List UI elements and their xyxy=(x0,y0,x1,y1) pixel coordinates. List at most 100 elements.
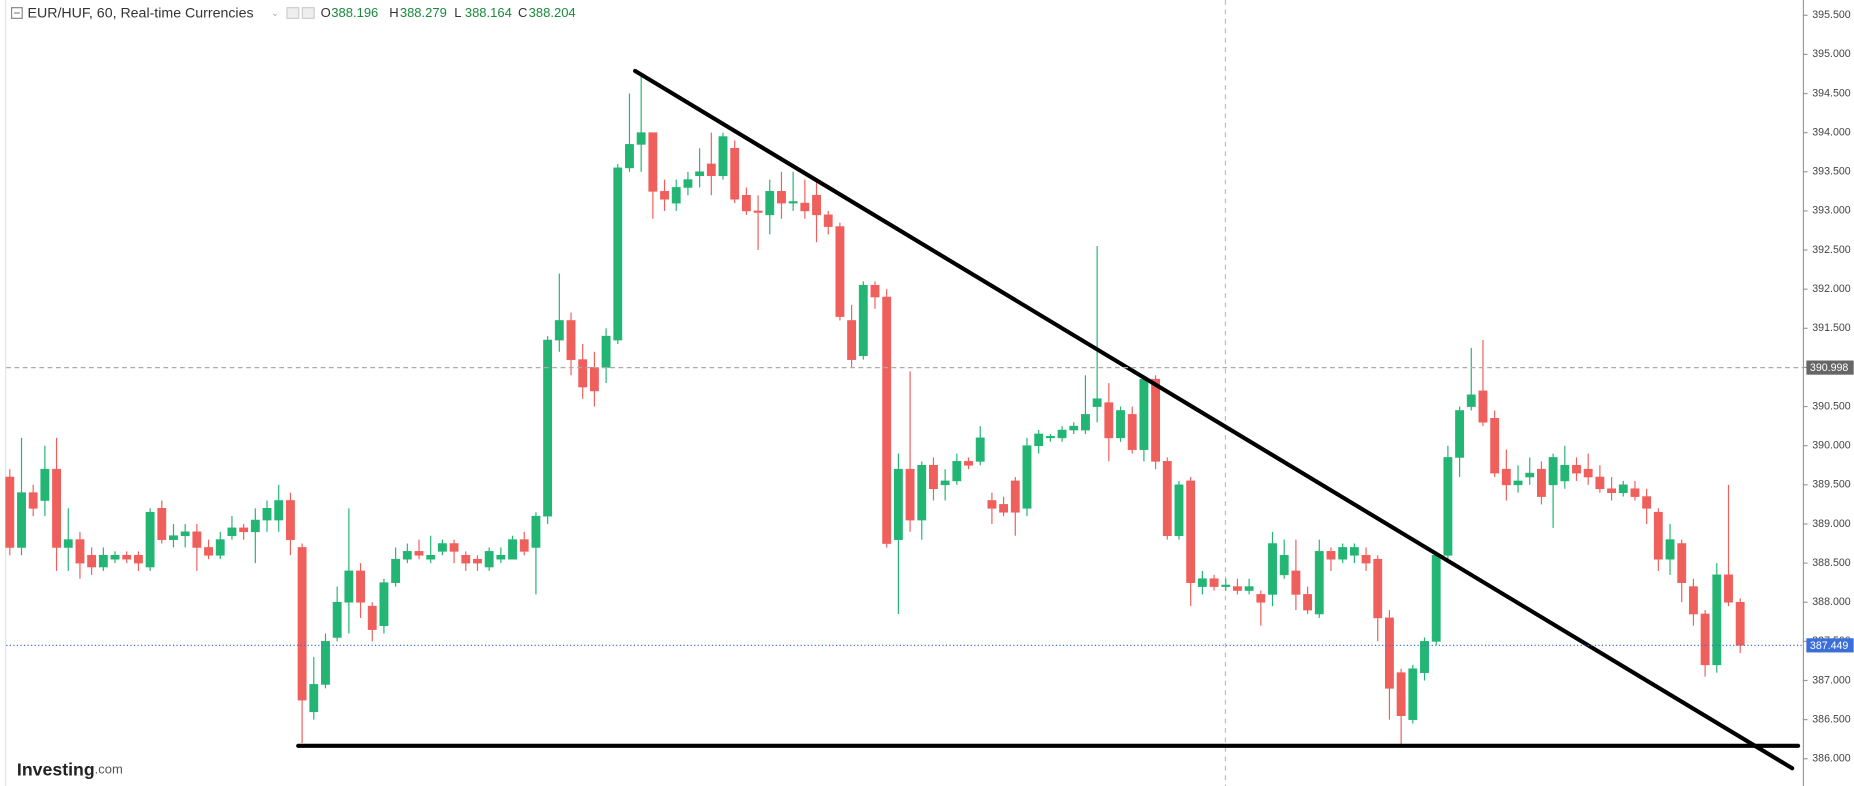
candle-body xyxy=(145,511,155,568)
candle-body xyxy=(625,144,634,169)
candle-body xyxy=(1197,578,1207,587)
candle-body xyxy=(87,554,97,568)
candle-body xyxy=(1326,551,1336,560)
candle-body xyxy=(695,171,705,176)
candle-body xyxy=(262,508,272,521)
price-label-box xyxy=(1806,360,1854,375)
candle-body xyxy=(285,500,295,540)
settings-icon[interactable] xyxy=(286,7,300,19)
ohlc-value: 388.196 xyxy=(331,5,378,20)
trend-line xyxy=(632,68,1795,771)
y-tick-label: 389.000 xyxy=(1812,518,1850,530)
candle-body xyxy=(1104,402,1114,439)
candle-body xyxy=(1595,476,1605,490)
candle-body xyxy=(1653,511,1663,560)
ohlc-value: 388.279 xyxy=(400,5,447,20)
candle-body xyxy=(940,480,950,486)
candle-body xyxy=(531,515,541,548)
y-tick-label: 394.500 xyxy=(1812,87,1850,99)
price-label-box xyxy=(1806,638,1854,653)
candle-body xyxy=(788,201,798,204)
candle-body xyxy=(344,570,354,603)
candle-body xyxy=(1209,578,1219,587)
candle-body xyxy=(566,320,576,360)
candle-body xyxy=(1349,547,1359,556)
candle-body xyxy=(250,519,260,533)
candle-body xyxy=(40,468,50,501)
candle-body xyxy=(1186,480,1196,583)
candle-body xyxy=(671,187,681,204)
candle-body xyxy=(905,468,915,521)
header: EUR/HUF, 60, Real-time Currencies ⌄ O 388… xyxy=(10,5,576,21)
candle-body xyxy=(964,461,973,466)
candle-body xyxy=(461,554,471,564)
close-icon[interactable] xyxy=(301,7,315,19)
candle-body xyxy=(589,367,599,392)
candle-body xyxy=(1466,394,1476,407)
candle-body xyxy=(1338,547,1348,560)
candle-body xyxy=(274,500,284,521)
candle-body xyxy=(1373,558,1383,619)
candle-body xyxy=(1431,554,1441,642)
candle-body xyxy=(437,543,447,552)
candle-body xyxy=(1081,414,1090,431)
y-tick-label: 390.500 xyxy=(1812,400,1850,412)
candle-body xyxy=(648,132,658,192)
y-tick-label: 392.000 xyxy=(1812,283,1850,295)
candle-body xyxy=(402,551,412,560)
candle-body xyxy=(63,539,73,548)
candle-body xyxy=(496,554,506,560)
y-tick-label: 387.000 xyxy=(1812,674,1850,686)
y-tick-label: 390.000 xyxy=(1812,440,1850,452)
chart-title: EUR/HUF, 60, Real-time Currencies xyxy=(28,5,254,21)
candle-body xyxy=(1443,457,1453,556)
collapse-icon[interactable] xyxy=(10,7,23,19)
candle-body xyxy=(1525,472,1535,478)
y-tick-label: 395.000 xyxy=(1812,48,1850,60)
candle-body xyxy=(765,191,775,216)
candle-body xyxy=(1116,410,1125,439)
candle-body xyxy=(321,641,330,685)
candle-body xyxy=(1548,457,1558,486)
candle-body xyxy=(1045,436,1055,439)
ohlc-value: 388.164 xyxy=(465,5,512,20)
logo: Investing.com xyxy=(17,759,123,779)
candle-body xyxy=(1268,543,1277,595)
candle-body xyxy=(1572,464,1581,474)
candle-body xyxy=(835,226,845,317)
candle-body xyxy=(1712,574,1722,666)
candle-body xyxy=(180,531,190,537)
candle-body xyxy=(204,547,213,556)
candle-body xyxy=(1560,464,1570,482)
candle-body xyxy=(1420,641,1429,673)
y-tick-label: 393.500 xyxy=(1812,166,1850,178)
candle-body xyxy=(613,167,623,341)
candle-body xyxy=(999,504,1009,513)
candle-body xyxy=(297,547,307,701)
candle-body xyxy=(1361,554,1371,564)
y-tick-label: 393.000 xyxy=(1812,205,1850,217)
candle-body xyxy=(356,570,365,603)
y-tick-label: 386.500 xyxy=(1812,713,1850,725)
ohlc-key: O xyxy=(321,5,331,20)
ohlc-legend: O 388.196 H 388.279 L 388.164 C 388.204 xyxy=(321,5,576,20)
candle-body xyxy=(1256,594,1266,603)
candle-body xyxy=(1700,613,1710,666)
candle-body xyxy=(1291,570,1301,595)
price-label: 387.449 xyxy=(1810,640,1848,652)
candle-body xyxy=(110,554,120,560)
dropdown-arrow[interactable]: ⌄ xyxy=(271,8,279,19)
y-tick-label: 394.000 xyxy=(1812,126,1850,138)
candle-body xyxy=(5,476,15,548)
candle-body xyxy=(1490,418,1500,474)
candle-body xyxy=(122,554,132,560)
candle-body xyxy=(660,191,669,200)
ohlc-key: H xyxy=(389,5,398,20)
candle-body xyxy=(1303,594,1313,611)
candle-body xyxy=(929,464,938,490)
logo-suffix: .com xyxy=(95,762,123,777)
candle-body xyxy=(473,558,482,564)
candle-body xyxy=(379,582,389,627)
